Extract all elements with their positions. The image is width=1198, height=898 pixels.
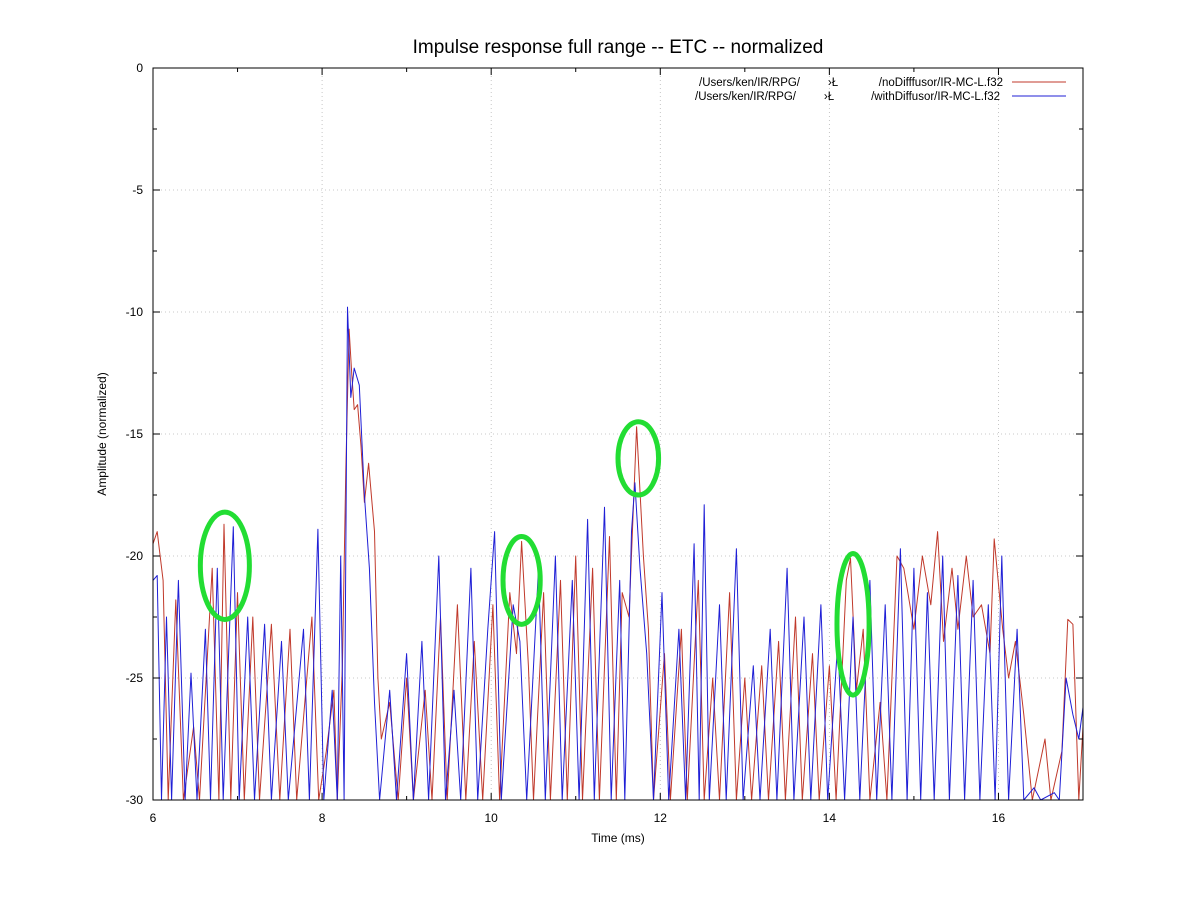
legend-label-part: /Users/ken/IR/RPG/: [699, 77, 801, 89]
y-tick-label: -30: [126, 793, 144, 807]
x-tick-label: 8: [319, 811, 326, 825]
highlight-layer: [197, 419, 872, 698]
highlight-ellipse-4: [834, 551, 872, 698]
y-tick-label: -15: [126, 427, 144, 441]
series-line-2: [152, 306, 1084, 801]
x-tick-label: 14: [823, 811, 837, 825]
legend-label-part: /noDifffusor/IR-MC-L.f32: [879, 77, 1003, 89]
legend-label-part: /Users/ken/IR/RPG/: [695, 91, 797, 103]
y-tick-label: 0: [136, 61, 143, 75]
x-axis-label: Time (ms): [591, 831, 645, 845]
grid-lines: [153, 68, 1083, 800]
highlight-ellipse-1: [197, 509, 252, 622]
chart-title: Impulse response full range -- ETC -- no…: [413, 37, 824, 58]
x-tick-label: 12: [654, 811, 668, 825]
x-tick-label: 10: [485, 811, 499, 825]
highlight-ellipse-2: [500, 533, 543, 627]
x-tick-label: 6: [150, 811, 157, 825]
legend-label-part: ›Ł: [828, 77, 839, 89]
x-axis-ticks: 6 8 10 12 14 16: [150, 68, 1006, 825]
x-tick-label: 16: [992, 811, 1006, 825]
y-tick-label: -20: [126, 549, 144, 563]
highlight-ellipse-3: [615, 419, 662, 498]
y-axis-label: Amplitude (normalized): [95, 372, 109, 495]
y-tick-label: -25: [126, 671, 144, 685]
y-tick-label: -10: [126, 305, 144, 319]
y-tick-label: -5: [132, 183, 143, 197]
legend: /Users/ken/IR/RPG/ ›Ł/noDifffusor/IR-MC-L…: [695, 77, 1066, 103]
legend-label-part: /withDiffusor/IR-MC-L.f32: [871, 91, 1000, 103]
y-axis-ticks: 0 -5 -10 -15 -20 -25 -30: [126, 61, 1083, 807]
legend-label-part: ›Ł: [824, 91, 835, 103]
